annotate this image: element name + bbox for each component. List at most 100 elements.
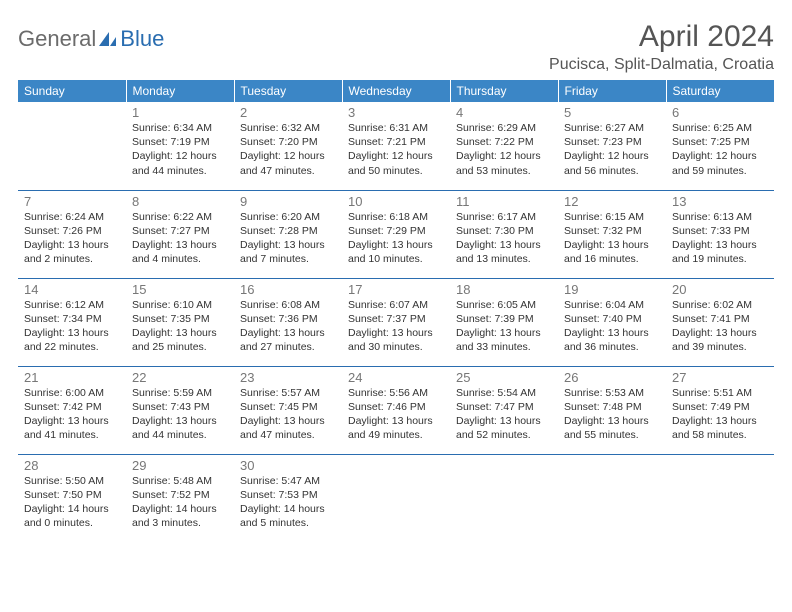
sunset-text: Sunset: 7:35 PM <box>132 312 228 326</box>
sunset-text: Sunset: 7:46 PM <box>348 400 444 414</box>
sunrise-text: Sunrise: 5:51 AM <box>672 386 768 400</box>
day-number: 6 <box>672 105 768 120</box>
daylight-text: Daylight: 13 hours and 49 minutes. <box>348 414 444 442</box>
calendar-day-cell: 3Sunrise: 6:31 AMSunset: 7:21 PMDaylight… <box>342 102 450 190</box>
calendar-day-cell: 26Sunrise: 5:53 AMSunset: 7:48 PMDayligh… <box>558 366 666 454</box>
day-number: 1 <box>132 105 228 120</box>
calendar-week-row: 21Sunrise: 6:00 AMSunset: 7:42 PMDayligh… <box>18 366 774 454</box>
day-number: 10 <box>348 194 444 209</box>
calendar-day-cell: 29Sunrise: 5:48 AMSunset: 7:52 PMDayligh… <box>126 454 234 542</box>
logo-sail-icon <box>98 31 118 47</box>
daylight-text: Daylight: 13 hours and 41 minutes. <box>24 414 120 442</box>
sunrise-text: Sunrise: 6:05 AM <box>456 298 552 312</box>
sunset-text: Sunset: 7:40 PM <box>564 312 660 326</box>
day-number: 21 <box>24 370 120 385</box>
sunset-text: Sunset: 7:27 PM <box>132 224 228 238</box>
calendar-day-cell: 14Sunrise: 6:12 AMSunset: 7:34 PMDayligh… <box>18 278 126 366</box>
calendar-week-row: 1Sunrise: 6:34 AMSunset: 7:19 PMDaylight… <box>18 102 774 190</box>
day-number: 26 <box>564 370 660 385</box>
sunset-text: Sunset: 7:43 PM <box>132 400 228 414</box>
calendar-day-cell: 1Sunrise: 6:34 AMSunset: 7:19 PMDaylight… <box>126 102 234 190</box>
sunrise-text: Sunrise: 6:08 AM <box>240 298 336 312</box>
sunset-text: Sunset: 7:22 PM <box>456 135 552 149</box>
sunset-text: Sunset: 7:32 PM <box>564 224 660 238</box>
daylight-text: Daylight: 13 hours and 22 minutes. <box>24 326 120 354</box>
sunset-text: Sunset: 7:45 PM <box>240 400 336 414</box>
sunset-text: Sunset: 7:25 PM <box>672 135 768 149</box>
sunrise-text: Sunrise: 5:56 AM <box>348 386 444 400</box>
sunset-text: Sunset: 7:21 PM <box>348 135 444 149</box>
day-number: 19 <box>564 282 660 297</box>
sunset-text: Sunset: 7:52 PM <box>132 488 228 502</box>
sunrise-text: Sunrise: 5:54 AM <box>456 386 552 400</box>
sunrise-text: Sunrise: 6:12 AM <box>24 298 120 312</box>
daylight-text: Daylight: 12 hours and 44 minutes. <box>132 149 228 177</box>
day-number: 8 <box>132 194 228 209</box>
daylight-text: Daylight: 14 hours and 3 minutes. <box>132 502 228 530</box>
sunset-text: Sunset: 7:39 PM <box>456 312 552 326</box>
sunrise-text: Sunrise: 6:32 AM <box>240 121 336 135</box>
day-number: 15 <box>132 282 228 297</box>
sunrise-text: Sunrise: 6:20 AM <box>240 210 336 224</box>
calendar-day-cell: 18Sunrise: 6:05 AMSunset: 7:39 PMDayligh… <box>450 278 558 366</box>
sunrise-text: Sunrise: 5:57 AM <box>240 386 336 400</box>
day-number: 30 <box>240 458 336 473</box>
daylight-text: Daylight: 13 hours and 25 minutes. <box>132 326 228 354</box>
daylight-text: Daylight: 13 hours and 33 minutes. <box>456 326 552 354</box>
calendar-day-cell: 21Sunrise: 6:00 AMSunset: 7:42 PMDayligh… <box>18 366 126 454</box>
calendar-week-row: 28Sunrise: 5:50 AMSunset: 7:50 PMDayligh… <box>18 454 774 542</box>
sunrise-text: Sunrise: 6:02 AM <box>672 298 768 312</box>
title-block: April 2024 Pucisca, Split-Dalmatia, Croa… <box>549 20 774 74</box>
daylight-text: Daylight: 13 hours and 58 minutes. <box>672 414 768 442</box>
sunrise-text: Sunrise: 6:18 AM <box>348 210 444 224</box>
sunset-text: Sunset: 7:36 PM <box>240 312 336 326</box>
sunrise-text: Sunrise: 6:24 AM <box>24 210 120 224</box>
day-number: 28 <box>24 458 120 473</box>
daylight-text: Daylight: 12 hours and 59 minutes. <box>672 149 768 177</box>
daylight-text: Daylight: 12 hours and 56 minutes. <box>564 149 660 177</box>
daylight-text: Daylight: 13 hours and 30 minutes. <box>348 326 444 354</box>
sunrise-text: Sunrise: 6:22 AM <box>132 210 228 224</box>
daylight-text: Daylight: 13 hours and 19 minutes. <box>672 238 768 266</box>
sunrise-text: Sunrise: 6:15 AM <box>564 210 660 224</box>
sunrise-text: Sunrise: 6:27 AM <box>564 121 660 135</box>
daylight-text: Daylight: 14 hours and 5 minutes. <box>240 502 336 530</box>
sunrise-text: Sunrise: 6:34 AM <box>132 121 228 135</box>
daylight-text: Daylight: 13 hours and 4 minutes. <box>132 238 228 266</box>
sunset-text: Sunset: 7:50 PM <box>24 488 120 502</box>
day-number: 16 <box>240 282 336 297</box>
sunrise-text: Sunrise: 6:13 AM <box>672 210 768 224</box>
daylight-text: Daylight: 13 hours and 13 minutes. <box>456 238 552 266</box>
calendar-day-cell <box>450 454 558 542</box>
sunset-text: Sunset: 7:34 PM <box>24 312 120 326</box>
day-number: 24 <box>348 370 444 385</box>
day-number: 2 <box>240 105 336 120</box>
day-number: 4 <box>456 105 552 120</box>
day-number: 14 <box>24 282 120 297</box>
calendar-day-cell: 27Sunrise: 5:51 AMSunset: 7:49 PMDayligh… <box>666 366 774 454</box>
weekday-header: Friday <box>558 80 666 102</box>
daylight-text: Daylight: 13 hours and 39 minutes. <box>672 326 768 354</box>
sunset-text: Sunset: 7:23 PM <box>564 135 660 149</box>
weekday-header: Tuesday <box>234 80 342 102</box>
daylight-text: Daylight: 13 hours and 36 minutes. <box>564 326 660 354</box>
sunset-text: Sunset: 7:42 PM <box>24 400 120 414</box>
daylight-text: Daylight: 12 hours and 50 minutes. <box>348 149 444 177</box>
day-number: 13 <box>672 194 768 209</box>
sunrise-text: Sunrise: 5:47 AM <box>240 474 336 488</box>
day-number: 18 <box>456 282 552 297</box>
day-number: 29 <box>132 458 228 473</box>
day-number: 9 <box>240 194 336 209</box>
weekday-header: Saturday <box>666 80 774 102</box>
daylight-text: Daylight: 13 hours and 44 minutes. <box>132 414 228 442</box>
calendar-day-cell: 11Sunrise: 6:17 AMSunset: 7:30 PMDayligh… <box>450 190 558 278</box>
sunset-text: Sunset: 7:37 PM <box>348 312 444 326</box>
calendar-day-cell: 12Sunrise: 6:15 AMSunset: 7:32 PMDayligh… <box>558 190 666 278</box>
logo-text-general: General <box>18 26 96 52</box>
day-number: 27 <box>672 370 768 385</box>
calendar-day-cell: 19Sunrise: 6:04 AMSunset: 7:40 PMDayligh… <box>558 278 666 366</box>
calendar-day-cell: 7Sunrise: 6:24 AMSunset: 7:26 PMDaylight… <box>18 190 126 278</box>
sunrise-text: Sunrise: 6:04 AM <box>564 298 660 312</box>
sunset-text: Sunset: 7:28 PM <box>240 224 336 238</box>
daylight-text: Daylight: 13 hours and 10 minutes. <box>348 238 444 266</box>
